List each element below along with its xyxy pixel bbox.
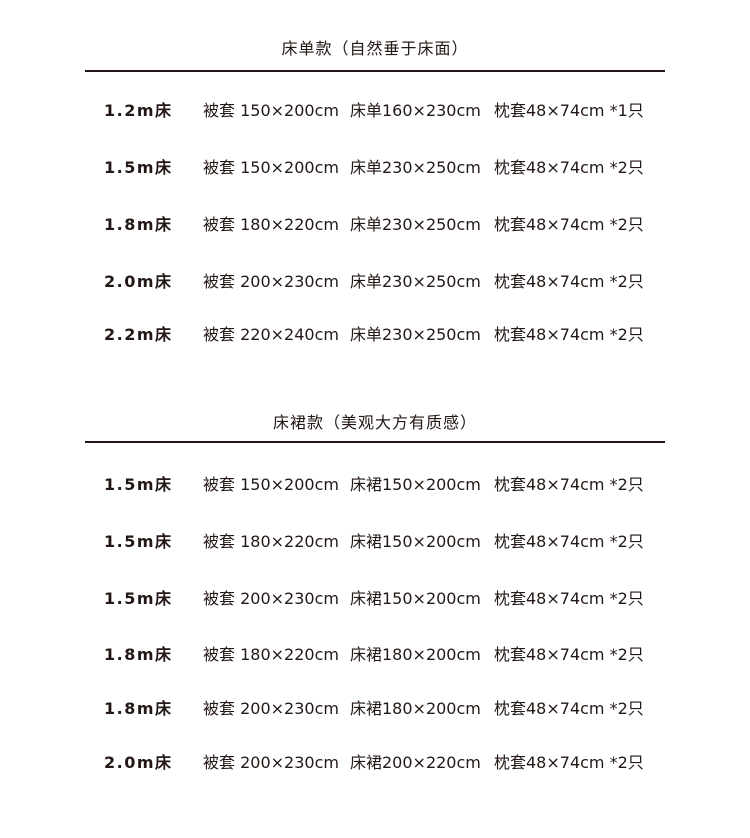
bed-size-label: 2.0m床 (104, 272, 173, 291)
duvet-cover-spec: 被套 220×240cm (203, 325, 339, 344)
sheet-spec: 床裙180×200cm (350, 699, 481, 718)
duvet-cover-spec: 被套 180×220cm (203, 645, 339, 664)
duvet-cover-spec: 被套 180×220cm (203, 215, 339, 234)
pillowcase-spec: 枕套48×74cm *2只 (494, 158, 644, 177)
spec-row: 2.0m床 被套 200×230cm 床单230×250cm 枕套48×74cm *2… (0, 268, 750, 292)
spec-row: 1.2m床 被套 150×200cm 床单160×230cm 枕套48×74cm *1… (0, 97, 750, 121)
duvet-cover-spec: 被套 150×200cm (203, 475, 339, 494)
sheet-spec: 床单230×250cm (350, 325, 481, 344)
pillowcase-spec: 枕套48×74cm *1只 (494, 101, 644, 120)
bed-size-label: 1.8m床 (104, 699, 173, 718)
duvet-cover-spec: 被套 150×200cm (203, 158, 339, 177)
sheet-spec: 床单230×250cm (350, 158, 481, 177)
pillowcase-spec: 枕套48×74cm *2只 (494, 475, 644, 494)
bed-size-label: 1.2m床 (104, 101, 173, 120)
section-title: 床裙款（美观大方有质感） (272, 413, 477, 432)
section-title: 床单款（自然垂于床面） (281, 39, 469, 58)
sheet-spec: 床裙150×200cm (350, 589, 481, 608)
pillowcase-spec: 枕套48×74cm *2只 (494, 532, 644, 551)
spec-row: 2.2m床 被套 220×240cm 床单230×250cm 枕套48×74cm *2… (0, 321, 750, 345)
pillowcase-spec: 枕套48×74cm *2只 (494, 272, 644, 291)
pillowcase-spec: 枕套48×74cm *2只 (494, 325, 644, 344)
duvet-cover-spec: 被套 200×230cm (203, 589, 339, 608)
duvet-cover-spec: 被套 200×230cm (203, 753, 339, 772)
sheet-spec: 床裙200×220cm (350, 753, 481, 772)
sheet-spec: 床单230×250cm (350, 215, 481, 234)
spec-row: 1.5m床 被套 200×230cm 床裙150×200cm 枕套48×74cm *2… (0, 585, 750, 609)
bed-size-label: 1.8m床 (104, 645, 173, 664)
sheet-spec: 床单160×230cm (350, 101, 481, 120)
spec-row: 2.0m床 被套 200×230cm 床裙200×220cm 枕套48×74cm *2… (0, 749, 750, 773)
spec-row: 1.8m床 被套 180×220cm 床单230×250cm 枕套48×74cm *2… (0, 211, 750, 235)
bed-size-label: 2.2m床 (104, 325, 173, 344)
sheet-spec: 床裙180×200cm (350, 645, 481, 664)
spec-row: 1.5m床 被套 180×220cm 床裙150×200cm 枕套48×74cm *2… (0, 528, 750, 552)
spec-row: 1.8m床 被套 200×230cm 床裙180×200cm 枕套48×74cm *2… (0, 695, 750, 719)
duvet-cover-spec: 被套 180×220cm (203, 532, 339, 551)
duvet-cover-spec: 被套 200×230cm (203, 272, 339, 291)
section-divider (85, 70, 665, 72)
spec-row: 1.5m床 被套 150×200cm 床裙150×200cm 枕套48×74cm *2… (0, 471, 750, 495)
pillowcase-spec: 枕套48×74cm *2只 (494, 699, 644, 718)
sheet-spec: 床裙150×200cm (350, 475, 481, 494)
bed-size-label: 2.0m床 (104, 753, 173, 772)
pillowcase-spec: 枕套48×74cm *2只 (494, 589, 644, 608)
bed-size-label: 1.5m床 (104, 532, 173, 551)
duvet-cover-spec: 被套 200×230cm (203, 699, 339, 718)
duvet-cover-spec: 被套 150×200cm (203, 101, 339, 120)
section-divider (85, 441, 665, 443)
pillowcase-spec: 枕套48×74cm *2只 (494, 645, 644, 664)
bed-size-label: 1.5m床 (104, 589, 173, 608)
bed-size-label: 1.8m床 (104, 215, 173, 234)
sheet-spec: 床裙150×200cm (350, 532, 481, 551)
spec-row: 1.5m床 被套 150×200cm 床单230×250cm 枕套48×74cm *2… (0, 154, 750, 178)
bed-size-label: 1.5m床 (104, 158, 173, 177)
spec-row: 1.8m床 被套 180×220cm 床裙180×200cm 枕套48×74cm *2… (0, 641, 750, 665)
bed-size-label: 1.5m床 (104, 475, 173, 494)
pillowcase-spec: 枕套48×74cm *2只 (494, 753, 644, 772)
sheet-spec: 床单230×250cm (350, 272, 481, 291)
pillowcase-spec: 枕套48×74cm *2只 (494, 215, 644, 234)
